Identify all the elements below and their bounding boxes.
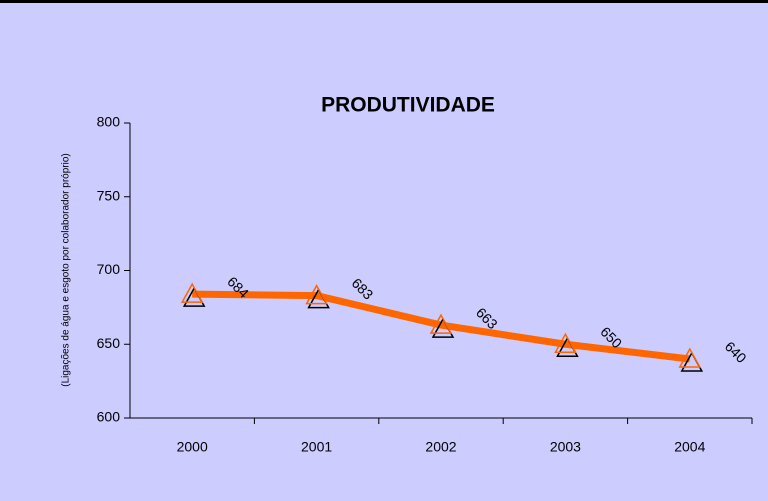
x-tick-label: 2004 xyxy=(674,439,705,455)
marker xyxy=(554,332,577,353)
x-tick-label: 2001 xyxy=(301,439,332,455)
y-tick-label: 800 xyxy=(97,114,121,130)
chart-title: PRODUTIVIDADE xyxy=(321,94,495,117)
x-tick-label: 2002 xyxy=(425,439,456,455)
marker xyxy=(180,282,204,303)
y-tick-label: 700 xyxy=(97,261,121,277)
marker xyxy=(429,313,453,334)
y-tick-label: 650 xyxy=(97,335,121,351)
y-tick-label: 750 xyxy=(97,187,121,203)
x-tick-label: 2000 xyxy=(177,439,208,455)
x-tick-label: 2003 xyxy=(550,439,581,455)
y-axis-label: (Ligações de água e esgoto por colaborad… xyxy=(61,153,72,387)
background xyxy=(0,3,768,501)
y-tick-label: 600 xyxy=(97,409,121,425)
top-bar xyxy=(0,0,768,3)
marker xyxy=(678,347,702,368)
line xyxy=(192,290,691,363)
marker xyxy=(305,284,328,305)
